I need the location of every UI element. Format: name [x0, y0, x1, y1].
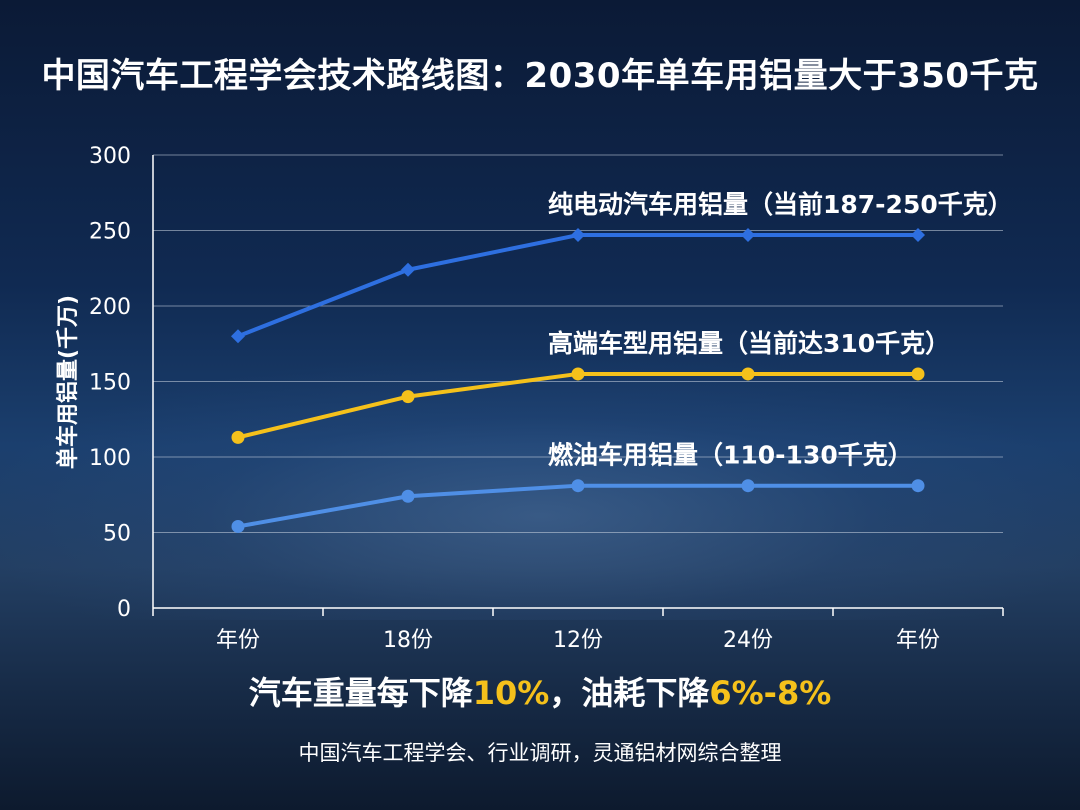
point-bev-4: [911, 228, 925, 243]
y-tick-50: 50: [103, 522, 131, 547]
point-premium-2: [571, 367, 585, 381]
x-tick-0: 年份: [216, 628, 260, 653]
point-bev-1: [401, 262, 415, 277]
point-premium-3: [741, 367, 755, 381]
series-label-bev: 纯电动汽车用铝量（当前187-250千克）: [548, 190, 1013, 219]
source-note: 中国汽车工程学会、行业调研，灵通铝材网综合整理: [298, 741, 782, 765]
y-tick-0: 0: [117, 597, 131, 622]
series-line-bev: [236, 233, 920, 339]
point-premium-0: [231, 430, 245, 444]
series-label-ice: 燃油车用铝量（110-130千克）: [548, 441, 913, 470]
x-tick-1: 18份: [383, 628, 433, 653]
series-label-premium: 高端车型用铝量（当前达310千克）: [548, 329, 950, 358]
grid-lines: [153, 154, 1003, 533]
point-ice-2: [571, 479, 585, 493]
y-tick-labels: 0 50 100 150 200 250 300: [89, 144, 131, 622]
point-bev-2: [571, 228, 585, 243]
y-tick-200: 200: [89, 295, 131, 320]
point-ice-4: [911, 479, 925, 493]
y-tick-300: 300: [89, 144, 131, 169]
x-tick-labels: 年份 18份 12份 24份 年份: [216, 628, 940, 653]
point-ice-3: [741, 479, 755, 493]
x-tick-3: 24份: [723, 628, 773, 653]
subtitle-part2: ，油耗下降: [549, 674, 710, 712]
y-tick-150: 150: [89, 371, 131, 396]
page-title: 中国汽车工程学会技术路线图：2030年单车用铝量大于350千克: [41, 56, 1039, 96]
subtitle-highlight-weight: 10%: [472, 674, 550, 712]
x-tick-2: 12份: [553, 628, 603, 653]
subtitle-part1: 汽车重量每下降: [248, 674, 473, 712]
point-premium-1: [401, 390, 415, 404]
axes: [152, 155, 1004, 616]
x-tick-4: 年份: [896, 628, 940, 653]
series-lines: [231, 228, 925, 533]
point-bev-0: [231, 329, 245, 344]
point-ice-1: [401, 489, 415, 503]
series-labels: 纯电动汽车用铝量（当前187-250千克） 高端车型用铝量（当前达310千克） 燃油…: [548, 190, 1013, 470]
series-line-premium: [236, 371, 920, 440]
line-chart: 0 50 100 150 200 250 300 年份 18份 12份 24份 年份 纯电动汽车用铝…: [55, 144, 1013, 653]
y-axis-label: 单车用铝量(千万): [55, 295, 81, 469]
y-tick-100: 100: [89, 446, 131, 471]
chart-subtitle: 汽车重量每下降10%，油耗下降6%-8%: [0, 668, 1080, 714]
y-tick-250: 250: [89, 220, 131, 245]
point-premium-4: [911, 367, 925, 381]
point-bev-3: [741, 228, 755, 243]
point-ice-0: [231, 519, 245, 533]
subtitle-highlight-fuel: 6%-8%: [709, 674, 832, 712]
